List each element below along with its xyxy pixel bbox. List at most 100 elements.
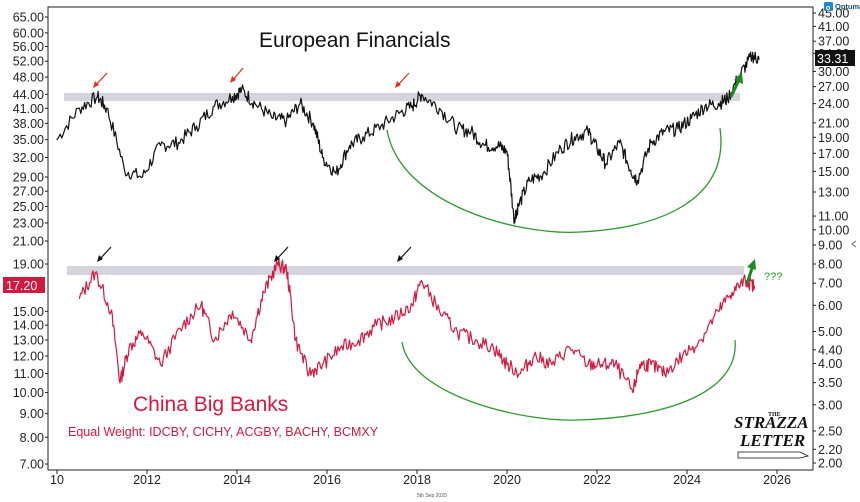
y-tick-label: 65.00 <box>13 11 44 25</box>
data-point <box>110 310 112 312</box>
data-point <box>438 107 441 109</box>
data-point <box>506 364 508 366</box>
y-tick-label: 15.00 <box>13 305 44 319</box>
y-tick-label: 7.00 <box>20 458 44 472</box>
euro-last-value-badge: 33.31 <box>815 50 855 66</box>
data-point <box>717 103 720 105</box>
data-point <box>605 163 607 165</box>
data-point <box>123 169 126 171</box>
data-point <box>105 107 108 109</box>
data-point <box>294 339 297 341</box>
y-tick-label: 29.00 <box>13 171 44 185</box>
data-point <box>56 139 58 141</box>
data-point <box>533 355 535 357</box>
data-point <box>272 117 274 119</box>
data-point <box>285 120 288 122</box>
data-point <box>681 355 684 357</box>
data-point <box>128 347 130 349</box>
footer-date: 5th Sep 2025 <box>417 493 447 499</box>
data-point <box>308 372 310 375</box>
y-tick-label: 21.00 <box>13 235 44 249</box>
data-point <box>506 150 508 152</box>
y-tick-label: 56.00 <box>13 40 44 54</box>
y-tick-label-right: 9.00 <box>818 239 842 253</box>
arrow-down-icon <box>93 72 108 88</box>
data-point <box>636 179 639 182</box>
data-point <box>249 339 252 341</box>
data-point <box>587 130 589 132</box>
data-point <box>420 279 423 282</box>
data-point <box>517 205 519 207</box>
data-point <box>299 103 301 105</box>
data-point <box>375 324 378 326</box>
data-point <box>699 339 702 341</box>
data-point <box>569 347 571 349</box>
y-tick-label: 11.00 <box>14 367 44 381</box>
y-tick-label-right: 3.00 <box>818 398 842 412</box>
y-tick-label-right: 8.00 <box>818 258 842 272</box>
question-annotation: ??? <box>764 271 782 283</box>
data-point <box>614 364 616 366</box>
y-tick-label-right: 37.00 <box>818 35 849 49</box>
data-point <box>470 130 472 132</box>
data-point <box>195 125 198 127</box>
data-point <box>254 103 256 105</box>
x-tick-label: 2024 <box>673 473 701 487</box>
data-point <box>335 173 337 175</box>
data-point <box>726 98 729 100</box>
y-tick-label-right: 27.00 <box>818 80 849 94</box>
data-point <box>159 144 162 147</box>
chart-subtitle: China Big Banks <box>133 393 288 416</box>
y-tick-label-right: 3.50 <box>818 376 842 390</box>
data-point <box>587 364 589 366</box>
y-tick-label-right: 13.00 <box>818 185 849 199</box>
data-point <box>513 218 515 220</box>
y-tick-label-right: 17.00 <box>818 147 849 161</box>
data-point <box>276 263 279 265</box>
data-point <box>632 392 634 394</box>
y-tick-label-right: 5.00 <box>818 325 842 339</box>
y-tick-label: 41.00 <box>13 102 44 116</box>
y-tick-label-right: 2.50 <box>818 424 842 438</box>
data-point <box>348 144 351 147</box>
optuma-label: Optuma <box>835 2 860 11</box>
data-point <box>398 112 400 114</box>
y-tick-label: 19.00 <box>13 258 44 272</box>
data-point <box>231 310 234 312</box>
y-tick-label-right: 41.00 <box>818 20 849 34</box>
data-point <box>542 173 544 175</box>
y-tick-label: 32.00 <box>13 151 44 165</box>
arrow-down-icon <box>274 246 289 262</box>
y-tick-label: 25.00 <box>13 200 44 214</box>
arrow-down-icon <box>230 67 244 83</box>
x-tick-label: 2014 <box>223 473 251 487</box>
data-point <box>758 58 760 60</box>
y-tick-label: 35.00 <box>13 133 44 147</box>
data-point <box>519 372 522 375</box>
arrow-up-icon <box>745 259 756 285</box>
right-axis: 45.0041.0037.0034.0030.0027.0024.0021.00… <box>813 7 849 471</box>
y-tick-label-right: 2.20 <box>818 443 842 457</box>
chevron-left-icon[interactable] <box>851 240 857 248</box>
data-point <box>240 89 243 91</box>
plot-area <box>47 6 814 471</box>
data-point <box>677 128 679 130</box>
x-tick-label: 2016 <box>313 473 341 487</box>
x-tick-label: 2022 <box>583 473 611 487</box>
y-tick-label: 23.00 <box>13 216 44 230</box>
euro-last-value: 33.31 <box>817 52 848 66</box>
data-point <box>321 156 324 159</box>
data-point <box>141 176 144 178</box>
data-point <box>380 125 382 127</box>
data-point <box>630 169 632 171</box>
data-point <box>177 142 180 144</box>
china-last-value-badge: 17.20 <box>3 277 45 293</box>
data-point <box>456 331 459 334</box>
data-point <box>119 382 121 384</box>
y-tick-label: 10.00 <box>13 386 44 400</box>
arrow-down-icon <box>395 72 410 88</box>
y-tick-label-right: 10.00 <box>818 223 849 237</box>
series-line-china-big-banks <box>78 257 756 394</box>
